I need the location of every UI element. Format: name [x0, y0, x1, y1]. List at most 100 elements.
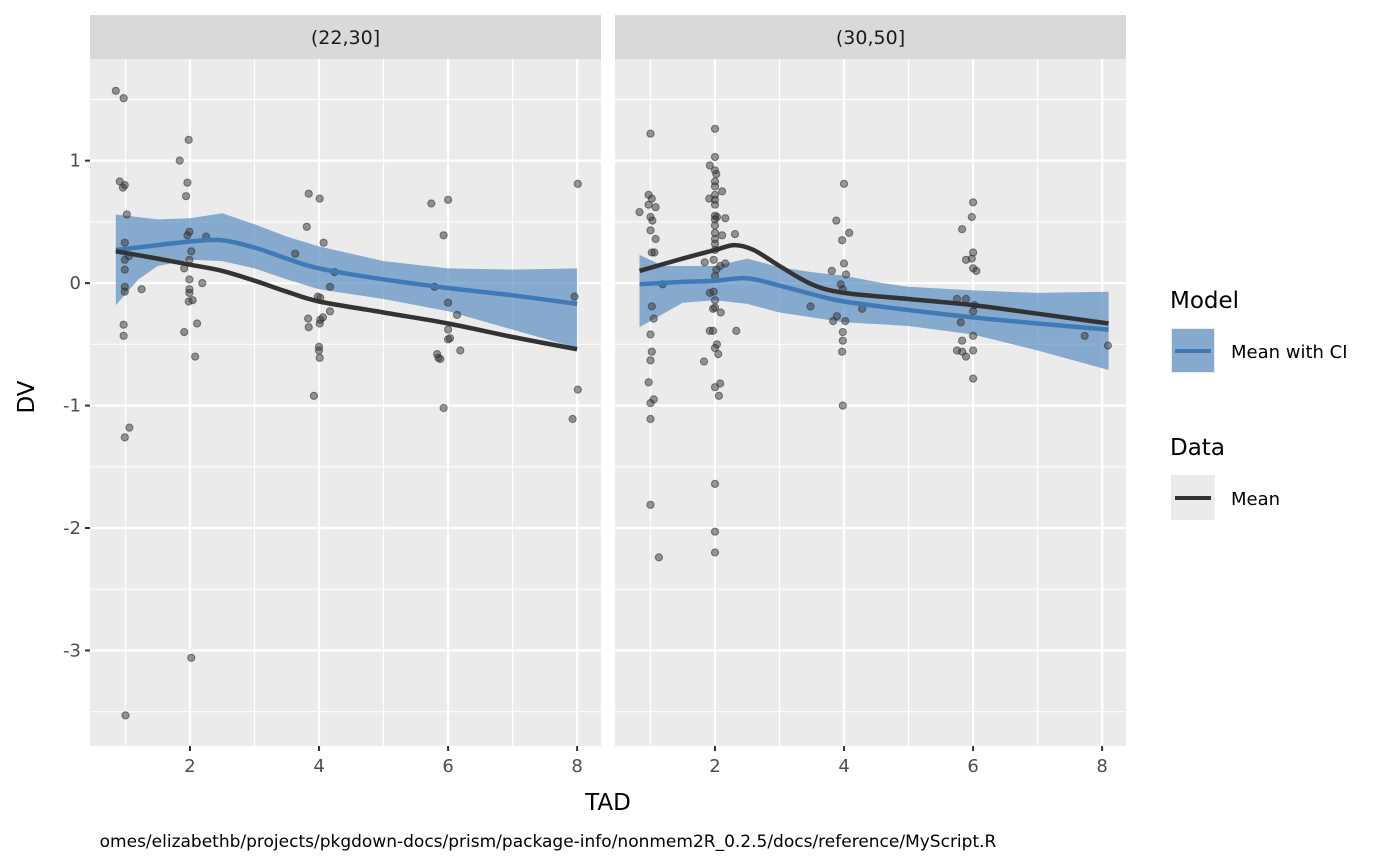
data-point: [635, 208, 644, 217]
data-point: [647, 347, 656, 356]
caption: omes/elizabethb/projects/pkgdown-docs/pr…: [100, 832, 997, 852]
data-point: [444, 298, 453, 307]
data-point: [838, 328, 847, 337]
model-mean-line: [115, 237, 578, 307]
data-point: [175, 156, 184, 165]
data-point: [838, 336, 847, 345]
facet-strip: [90, 15, 601, 59]
data-point: [972, 266, 981, 275]
data-point: [122, 210, 131, 219]
data-point: [806, 302, 815, 311]
data-point: [699, 357, 709, 366]
data-point: [969, 307, 978, 316]
data-point: [120, 433, 129, 442]
data-point: [709, 304, 718, 313]
data-point: [325, 282, 335, 291]
data-points: [111, 86, 582, 720]
data-point: [705, 326, 714, 335]
data-point: [651, 234, 660, 244]
y-tick-label: 1: [70, 151, 81, 172]
y-tick-label: -2: [63, 518, 81, 539]
x-tick-label: 8: [571, 756, 582, 777]
data-point: [1103, 341, 1113, 350]
data-point: [967, 254, 976, 263]
legend-title-model: Model: [1170, 288, 1239, 314]
data-point: [315, 194, 324, 203]
x-tick-label: 4: [838, 756, 849, 777]
data-point: [456, 346, 465, 355]
model-ci-ribbon: [639, 254, 1109, 370]
legend-title-data: Data: [1170, 435, 1225, 461]
data-point: [182, 192, 191, 201]
data-point: [315, 319, 324, 328]
data-point: [121, 711, 130, 720]
data-point: [180, 328, 189, 337]
facet-strip-label: (22,30]: [311, 27, 380, 49]
legend-label-mean-with-ci: Mean with CI: [1231, 342, 1348, 363]
data-point: [573, 385, 582, 394]
data-point: [709, 255, 718, 264]
data-point: [183, 231, 192, 240]
data-point: [841, 270, 851, 279]
data-point: [453, 310, 462, 319]
data-point: [427, 199, 436, 208]
data-point: [710, 200, 720, 209]
data-point: [646, 129, 655, 138]
data-point: [700, 258, 709, 267]
x-tick-label: 2: [709, 756, 720, 777]
data-point: [710, 527, 720, 536]
data-point: [445, 334, 455, 343]
data-point: [185, 288, 194, 297]
data-point: [710, 221, 720, 230]
x-tick-label: 8: [1096, 756, 1107, 777]
data-point: [716, 379, 725, 388]
data-point: [732, 326, 741, 335]
data-point: [956, 318, 965, 327]
data-point: [646, 414, 655, 424]
data-point: [721, 214, 730, 223]
model-ci-ribbon: [115, 213, 578, 348]
legend-key-model: [1171, 328, 1215, 373]
data-point: [439, 231, 448, 240]
data-point: [573, 179, 582, 188]
data-point: [439, 403, 448, 413]
data-point: [187, 247, 196, 256]
data-point: [967, 212, 976, 222]
data-point: [710, 152, 720, 162]
model-mean-line: [639, 275, 1109, 332]
data-mean-line: [115, 249, 578, 352]
data-point: [118, 183, 128, 192]
data-point: [646, 500, 655, 509]
data-point: [314, 346, 324, 355]
y-tick-label: -3: [63, 640, 81, 661]
y-axis-title: DV: [14, 380, 40, 413]
data-point: [838, 236, 847, 245]
data-point: [119, 94, 128, 103]
data-point: [829, 317, 838, 326]
data-point: [712, 170, 721, 179]
data-point: [184, 297, 193, 306]
data-point: [716, 261, 725, 271]
data-point: [120, 238, 129, 247]
data-point: [304, 323, 313, 332]
data-point: [648, 216, 657, 225]
data-point: [969, 331, 978, 340]
data-point: [568, 414, 577, 424]
data-point: [839, 259, 849, 268]
data-point: [183, 178, 192, 187]
data-point: [651, 203, 660, 212]
data-point: [969, 198, 978, 207]
data-point: [710, 548, 720, 557]
data-point: [969, 374, 978, 383]
data-point: [119, 331, 128, 340]
data-point: [315, 353, 324, 362]
panel-background: [615, 59, 1126, 746]
data-point: [644, 200, 653, 209]
data-point: [710, 296, 720, 305]
data-point: [646, 330, 655, 339]
data-point: [444, 325, 453, 334]
data-point: [644, 378, 653, 387]
data-point: [958, 336, 967, 345]
data-point: [705, 288, 714, 297]
data-point: [845, 228, 854, 237]
